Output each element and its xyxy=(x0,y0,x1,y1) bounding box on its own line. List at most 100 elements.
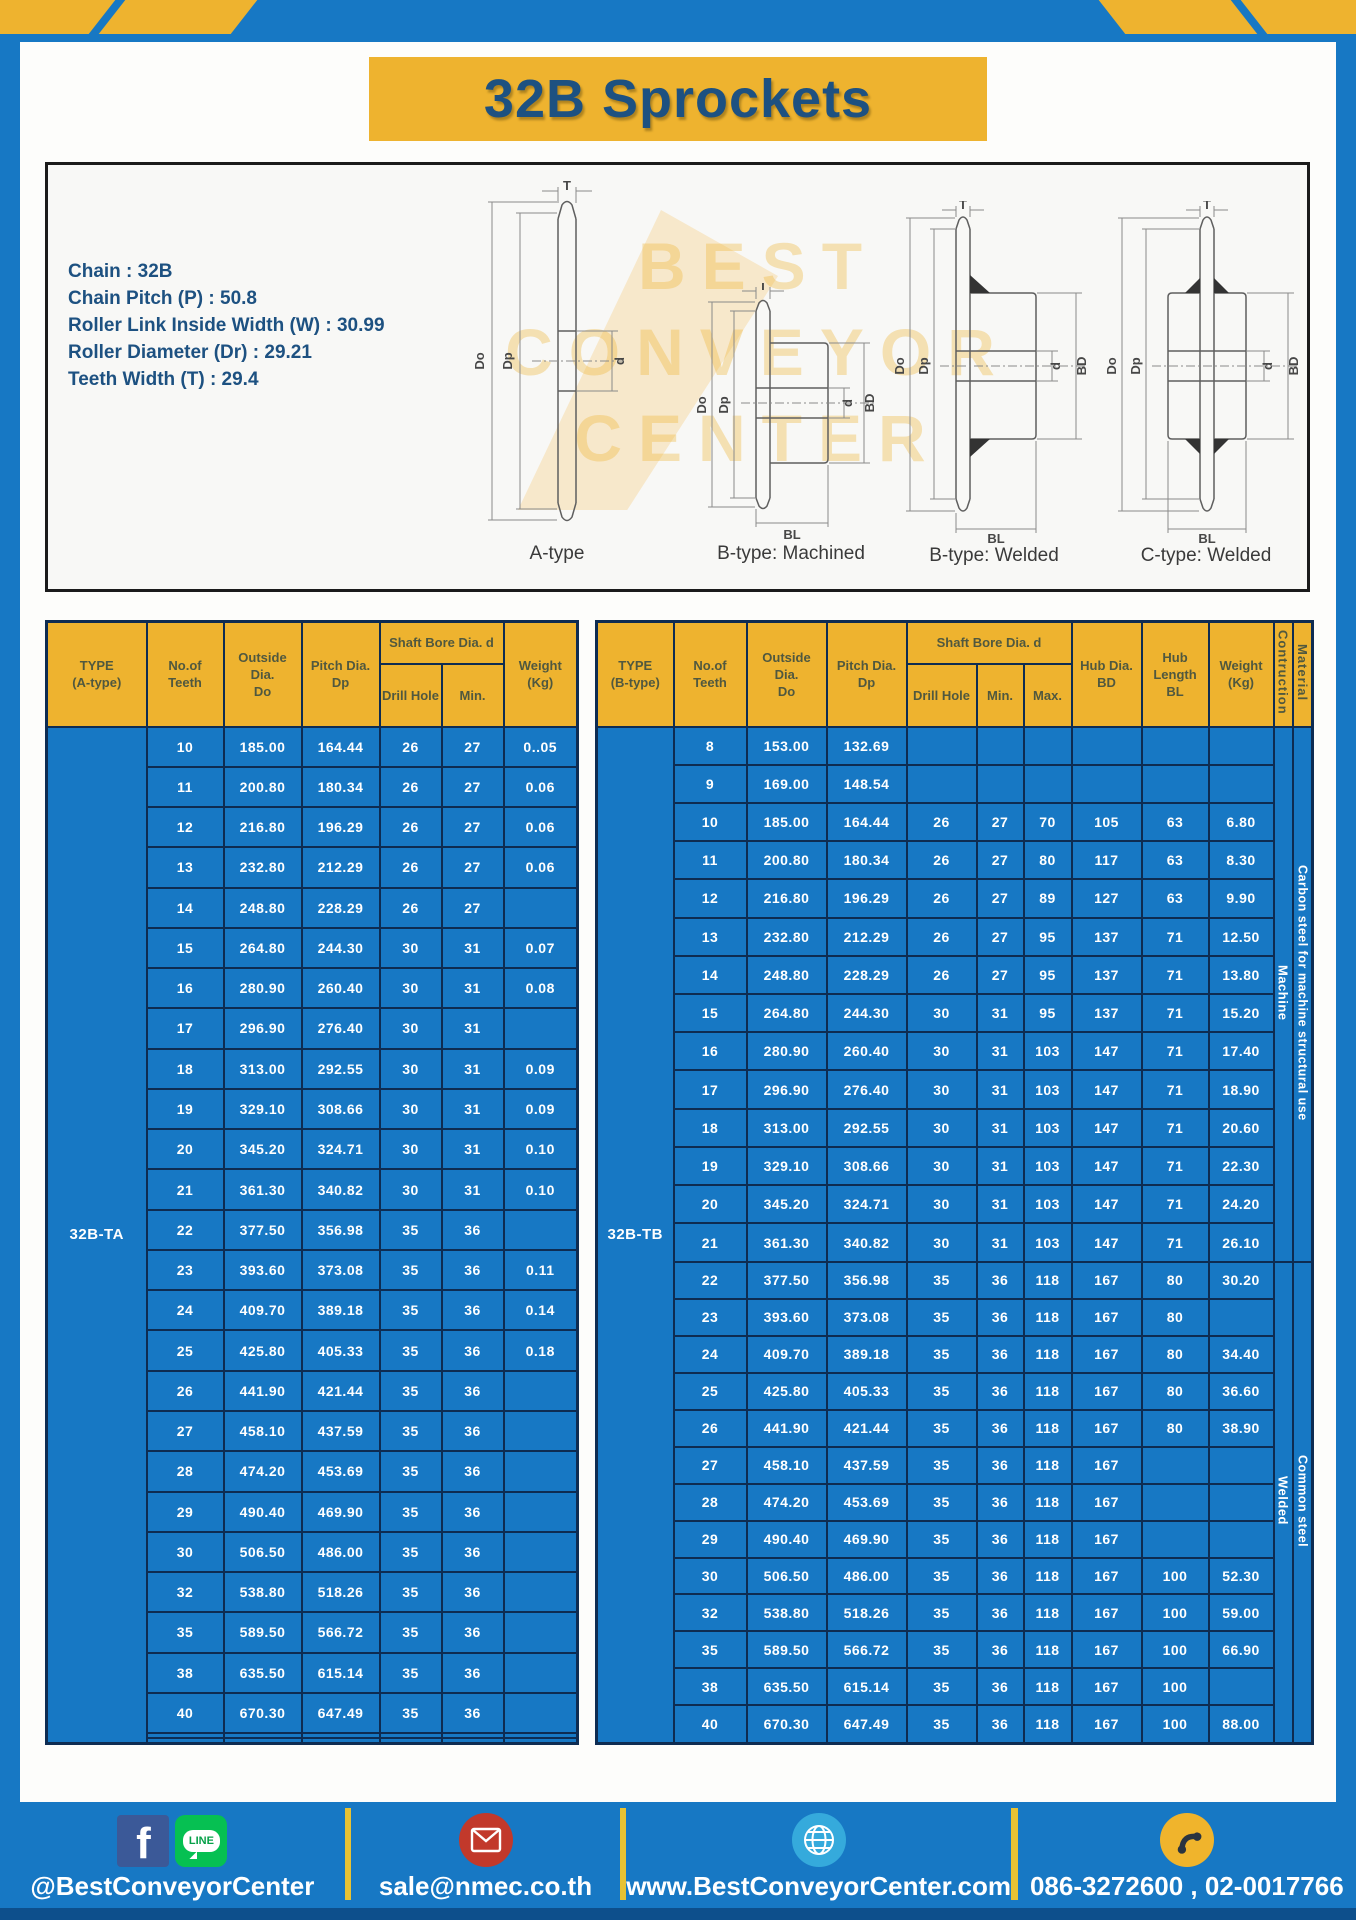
globe-icon[interactable] xyxy=(791,1813,846,1867)
table-cell: 180.34 xyxy=(825,840,908,881)
table-row: 23 393.60 373.08 35 36 0.11 xyxy=(47,1248,579,1292)
table-cell: 27 xyxy=(672,1445,748,1485)
table-row: 17 296.90 276.40 30 31 103 147 71 18.90 xyxy=(597,1069,1313,1110)
email-icon[interactable] xyxy=(458,1813,513,1867)
table-cell: 27 xyxy=(440,806,505,849)
table-row: 24 409.70 389.18 35 36 118 167 80 34.40 xyxy=(597,1334,1313,1374)
table-cell: 22 xyxy=(145,1208,225,1251)
phone-icon[interactable] xyxy=(1159,1813,1214,1867)
table-cell: 167 xyxy=(1070,1371,1143,1411)
table-row: 32B-TA 10 185.00 164.44 26 27 0..05 xyxy=(45,725,579,1745)
table-cell: 232.80 xyxy=(745,916,828,957)
footer-phone-numbers[interactable]: 086-3272600 , 02-0017766 xyxy=(1029,1871,1344,1901)
table-cell: 118 xyxy=(1022,1556,1073,1596)
table-cell: 95 xyxy=(1022,993,1073,1034)
table-cell xyxy=(502,1450,579,1493)
table-cell: 441.90 xyxy=(745,1408,828,1448)
table-cell: 71 xyxy=(1140,1184,1210,1225)
table-cell: 248.80 xyxy=(745,954,828,996)
table-cell: 38 xyxy=(145,1651,225,1694)
table-row: 30 506.50 486.00 35 36 xyxy=(47,1530,579,1574)
table-cell: 38.90 xyxy=(1207,1408,1275,1448)
spec-roller-width: Roller Link Inside Width (W) : 30.99 xyxy=(68,315,385,336)
table-cell xyxy=(502,1530,579,1574)
table-cell: 35 xyxy=(905,1556,978,1596)
table-cell: 17.40 xyxy=(1207,1031,1275,1072)
table-cell: 15 xyxy=(145,926,225,970)
footer-website-url[interactable]: www.BestConveyorCenter.com xyxy=(626,1871,1011,1901)
table-cell: 80 xyxy=(1140,1260,1210,1300)
table-cell xyxy=(1207,1297,1275,1337)
table-row: 16 280.90 260.40 30 31 0.08 xyxy=(47,967,579,1010)
table-cell: 36.60 xyxy=(1207,1371,1275,1411)
table-cell: 8.30 xyxy=(1207,840,1275,881)
top-hazard-bar xyxy=(0,0,1356,42)
table-cell: 167 xyxy=(1070,1482,1143,1522)
line-icon[interactable]: LINE xyxy=(175,1815,228,1867)
table-cell: 26 xyxy=(905,878,978,919)
table-cell: 280.90 xyxy=(745,1031,828,1072)
table-cell xyxy=(1207,1482,1275,1522)
table-cell: 20.60 xyxy=(1207,1107,1275,1148)
table-cell: 35 xyxy=(905,1630,978,1670)
table-cell: 296.90 xyxy=(745,1069,828,1110)
table-cell: 21 xyxy=(672,1222,748,1263)
table-row: 13 232.80 212.29 26 27 0.06 xyxy=(47,846,579,889)
table-cell: 80 xyxy=(1140,1297,1210,1337)
table-cell: 35 xyxy=(378,1289,443,1332)
table-cell: 31 xyxy=(440,1128,505,1171)
table-cell: 30 xyxy=(905,1145,978,1187)
table-cell: 345.20 xyxy=(745,1184,828,1225)
table-cell: 167 xyxy=(1070,1593,1143,1633)
table-cell: 30 xyxy=(378,1087,443,1131)
spec-pitch: Chain Pitch (P) : 50.8 xyxy=(68,288,257,309)
table-cell: 40 xyxy=(672,1704,748,1745)
table-cell: 36 xyxy=(440,1208,505,1251)
b-type-welded-caption: B-type: Welded xyxy=(929,545,1059,566)
table-cell xyxy=(1140,763,1210,804)
table-cell: 329.10 xyxy=(222,1087,303,1131)
table-row: 12 216.80 196.29 26 27 0.06 xyxy=(47,806,579,849)
table-cell: 24.20 xyxy=(1207,1184,1275,1225)
header-min: Min. xyxy=(975,662,1025,728)
table-cell: 437.59 xyxy=(300,1410,381,1453)
table-cell xyxy=(905,763,978,804)
table-cell: 313.00 xyxy=(745,1107,828,1148)
facebook-icon[interactable]: f xyxy=(117,1815,170,1867)
table-cell: 80 xyxy=(1022,840,1073,881)
table-cell: 167 xyxy=(1070,1630,1143,1670)
table-cell: 30 xyxy=(905,1107,978,1148)
b-type-welded-diagram: T Do Dp d BD BL B-type: Welded xyxy=(894,201,1094,567)
table-cell: 63 xyxy=(1140,878,1210,919)
table-cell: 30 xyxy=(905,1184,978,1225)
footer-social-handle[interactable]: @BestConveyorCenter xyxy=(30,1871,315,1901)
table-cell: 27 xyxy=(975,916,1025,957)
table-cell xyxy=(1070,725,1143,766)
table-cell: 313.00 xyxy=(222,1047,303,1090)
table-cell: 13 xyxy=(145,846,225,889)
table-cell: 35 xyxy=(378,1691,443,1735)
table-cell xyxy=(222,1736,303,1745)
table-cell: 35 xyxy=(378,1450,443,1493)
table-cell xyxy=(1207,1667,1275,1707)
table-cell: 308.66 xyxy=(300,1087,381,1131)
chain-specs: Chain : 32B Chain Pitch (P) : 50.8 Rolle… xyxy=(68,258,385,393)
hazard-stripe xyxy=(1240,0,1356,34)
header-hub-dia: Hub Dia. BD xyxy=(1070,620,1143,728)
table-cell: 26 xyxy=(145,1369,225,1413)
table-cell: 30.20 xyxy=(1207,1260,1275,1300)
table-cell: 31 xyxy=(975,1031,1025,1072)
table-row: 16 280.90 260.40 30 31 103 147 71 17.40 xyxy=(597,1031,1313,1072)
table-cell: 13.80 xyxy=(1207,954,1275,996)
table-cell xyxy=(502,1611,579,1654)
table-cell xyxy=(502,1208,579,1251)
table-cell: 153.00 xyxy=(745,725,828,766)
table-cell: 24 xyxy=(672,1334,748,1374)
footer-email-address[interactable]: sale@nmec.co.th xyxy=(378,1871,593,1901)
table-cell: 264.80 xyxy=(222,926,303,970)
table-cell: 17 xyxy=(672,1069,748,1110)
table-row: 25 425.80 405.33 35 36 118 167 80 36.60 xyxy=(597,1371,1313,1411)
table-cell: 228.29 xyxy=(300,886,381,929)
table-cell xyxy=(502,1736,579,1745)
table-cell: 71 xyxy=(1140,916,1210,957)
